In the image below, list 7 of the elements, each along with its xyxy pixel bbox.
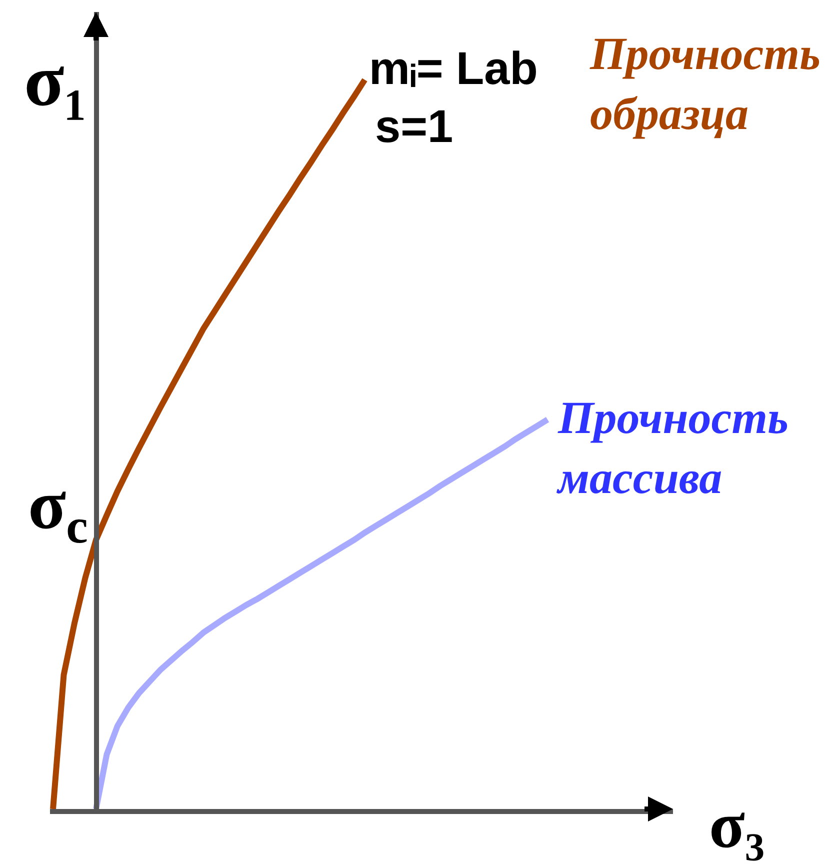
annotation: σ$_{c}$ (28, 467, 88, 554)
series-label: Прочность массива (556, 392, 788, 503)
y-axis-title: σ₁ (24, 40, 86, 122)
annotation: mᵢ= Lab (369, 42, 538, 94)
x-axis-title: σ₃ (709, 789, 765, 862)
text: Прочность образца (589, 28, 820, 139)
annotation: s=1 (375, 100, 454, 152)
